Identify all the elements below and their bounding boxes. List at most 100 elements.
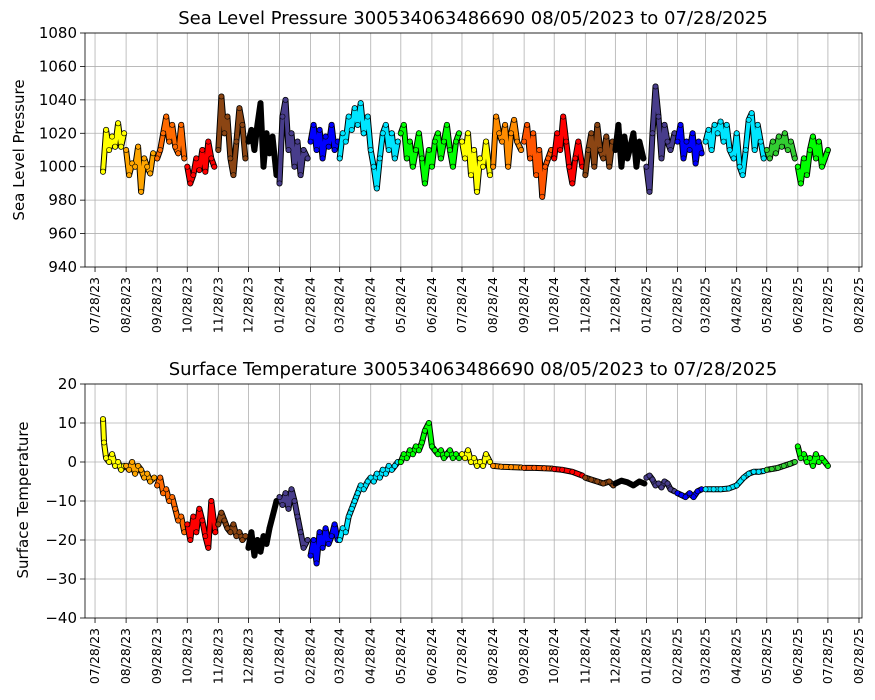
series-line — [216, 510, 248, 542]
data-point — [285, 147, 292, 153]
series-line — [101, 121, 127, 174]
x-tick-label: 12/28/24 — [607, 628, 622, 684]
data-point — [434, 130, 441, 137]
data-point — [218, 509, 225, 516]
x-tick-label: 10/28/24 — [546, 628, 561, 684]
data-point — [487, 459, 493, 465]
x-tick-label: 03/28/25 — [698, 628, 713, 684]
series-line — [795, 134, 830, 186]
data-point — [126, 172, 133, 178]
data-point — [132, 163, 138, 170]
data-point — [594, 122, 601, 128]
data-point — [449, 163, 456, 170]
data-point — [266, 150, 273, 157]
y-tick-label: 960 — [48, 225, 77, 243]
data-point — [483, 451, 489, 458]
data-point — [664, 480, 671, 487]
series-7 — [307, 121, 341, 162]
data-point — [294, 138, 301, 145]
y-axis: −40 −30 −20 −10 0 10 20 — [45, 375, 85, 627]
x-tick-label: 08/28/25 — [851, 628, 866, 684]
data-point — [739, 172, 746, 178]
data-point — [499, 138, 505, 145]
series-6 — [276, 96, 311, 187]
data-point — [276, 494, 283, 500]
data-point — [636, 478, 643, 485]
data-point — [157, 147, 164, 153]
data-point — [582, 474, 589, 481]
data-point — [733, 130, 740, 137]
x-tick-label: 05/28/25 — [759, 628, 774, 684]
data-point — [745, 117, 752, 123]
series-1 — [123, 143, 157, 195]
data-point — [236, 529, 243, 536]
data-point — [348, 505, 355, 512]
data-point — [801, 155, 807, 162]
y-tick-label: 1060 — [39, 57, 77, 75]
series-18 — [702, 110, 767, 179]
x-tick-label: 04/28/24 — [363, 628, 378, 684]
data-point — [212, 529, 219, 536]
x-tick-label: 02/28/25 — [670, 277, 685, 333]
data-point — [221, 130, 228, 137]
data-point — [733, 482, 740, 489]
data-point — [310, 122, 317, 128]
data-point — [591, 163, 598, 170]
series-line — [522, 465, 555, 471]
data-point — [112, 143, 118, 150]
data-point — [530, 130, 537, 137]
x-tick-label: 12/28/23 — [240, 277, 255, 333]
data-point — [150, 150, 157, 157]
x-tick-label: 10/28/24 — [546, 277, 561, 333]
x-tick-label: 08/28/23 — [118, 628, 133, 684]
data-point — [269, 133, 276, 140]
data-point — [661, 122, 668, 128]
data-point — [649, 130, 656, 137]
data-point — [151, 474, 158, 481]
y-tick-label: 10 — [58, 414, 77, 432]
data-point — [658, 484, 665, 491]
data-point — [539, 193, 546, 200]
data-point — [400, 122, 407, 128]
data-point — [227, 529, 234, 536]
data-point — [322, 525, 329, 532]
data-point — [810, 462, 816, 469]
data-point — [339, 525, 346, 532]
series-12 — [521, 121, 555, 200]
data-point — [163, 113, 170, 120]
data-point — [819, 163, 825, 170]
data-point — [126, 466, 133, 473]
data-point — [559, 466, 566, 473]
data-point — [748, 110, 755, 117]
data-point — [221, 517, 228, 524]
x-tick-label: 09/28/23 — [149, 277, 164, 333]
data-point — [291, 498, 298, 504]
y-axis: 940 960 980 1000 1020 1040 1060 1080 — [39, 24, 85, 276]
data-point — [521, 138, 527, 145]
data-point — [745, 470, 752, 477]
data-point — [157, 474, 164, 481]
data-point — [106, 147, 112, 153]
data-point — [524, 122, 530, 128]
data-point — [313, 147, 320, 153]
data-point — [702, 486, 709, 493]
data-point — [449, 455, 456, 461]
data-point — [791, 155, 798, 162]
data-point — [403, 155, 410, 162]
data-point — [178, 122, 185, 128]
data-point — [418, 439, 425, 446]
data-point — [825, 147, 831, 153]
data-point — [717, 486, 724, 493]
data-point — [794, 163, 801, 170]
x-axis: 07/28/23 08/28/23 09/28/23 10/28/23 11/28/23… — [87, 267, 866, 333]
x-tick-label: 04/28/25 — [729, 628, 744, 684]
x-tick-label: 01/28/24 — [272, 628, 287, 684]
series-line — [216, 94, 248, 178]
x-tick-label: 05/28/24 — [393, 628, 408, 684]
data-point — [459, 451, 465, 458]
data-point — [677, 122, 684, 128]
data-point — [385, 462, 392, 469]
data-point — [415, 130, 422, 137]
data-point — [208, 155, 215, 162]
data-point — [612, 147, 619, 153]
